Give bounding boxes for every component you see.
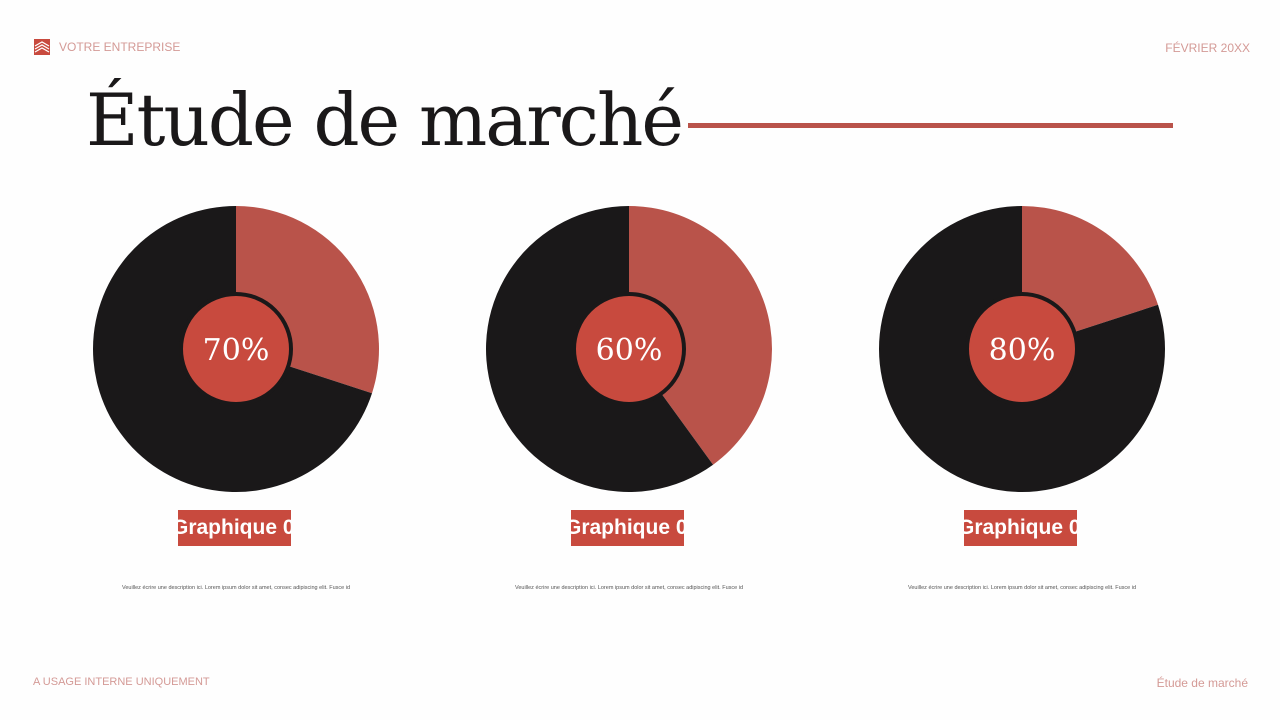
center-label: 80% xyxy=(989,333,1056,368)
chart-description: Veuillez écrire une description ici. Lor… xyxy=(514,585,744,591)
chart-description: Veuillez écrire une description ici. Lor… xyxy=(121,585,351,591)
chart-description: Veuillez écrire une description ici. Lor… xyxy=(907,585,1137,591)
chart-title: Graphique 03 xyxy=(964,510,1077,546)
date: FÉVRIER 20XX xyxy=(1165,41,1250,55)
page-title: Étude de marché xyxy=(86,78,684,162)
company-header: VOTRE ENTREPRISE xyxy=(34,39,180,55)
title-rule xyxy=(688,123,1173,128)
chart-1: 70% Graphique 01 Veuillez écrire une des… xyxy=(91,205,381,591)
company-logo-icon xyxy=(34,39,50,55)
chart-2: 60% Graphique 02 Veuillez écrire une des… xyxy=(484,205,774,591)
chart-title: Graphique 02 xyxy=(571,510,684,546)
pie-chart: 80% xyxy=(879,206,1165,492)
center-label: 70% xyxy=(203,333,270,368)
center-circle xyxy=(572,292,686,406)
footer-title: Étude de marché xyxy=(1156,676,1248,690)
pie-chart: 70% xyxy=(92,206,379,492)
chart-title: Graphique 01 xyxy=(178,510,291,546)
pie-chart: 60% xyxy=(485,206,772,493)
center-label: 60% xyxy=(596,333,663,368)
chart-3: 80% Graphique 03 Veuillez écrire une des… xyxy=(877,205,1167,591)
pie-slice xyxy=(629,206,772,465)
company-name: VOTRE ENTREPRISE xyxy=(59,40,181,54)
center-circle xyxy=(179,292,293,406)
center-circle xyxy=(965,292,1079,406)
footer-confidential: A USAGE INTERNE UNIQUEMENT xyxy=(33,676,210,688)
